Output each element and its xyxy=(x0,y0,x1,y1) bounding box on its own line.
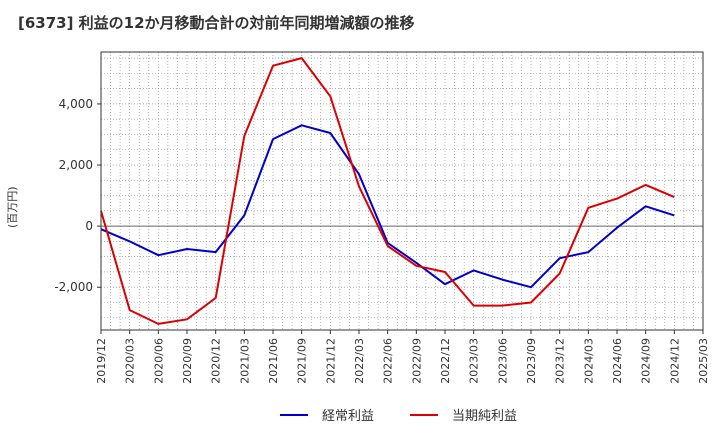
x-tick-label: 2020/03 xyxy=(124,338,137,384)
y-tick-label: 4,000 xyxy=(59,97,93,111)
grid xyxy=(101,52,703,330)
x-tick-label: 2022/09 xyxy=(410,338,423,384)
x-tick-label: 2023/03 xyxy=(468,338,481,384)
x-tick-label: 2023/12 xyxy=(554,338,567,384)
x-tick-label: 2023/09 xyxy=(525,338,538,384)
x-tick-label: 2021/09 xyxy=(296,338,309,384)
x-tick-label: 2023/06 xyxy=(496,338,509,384)
legend: 経常利益 当期純利益 xyxy=(280,409,517,424)
y-tick-label: 2,000 xyxy=(59,158,93,172)
y-tick-label: 0 xyxy=(85,219,93,233)
chart-title: [6373] 利益の12か月移動合計の対前年同期増減額の推移 xyxy=(18,14,415,32)
x-tick-label: 2020/09 xyxy=(181,338,194,384)
legend-label-2: 当期純利益 xyxy=(452,409,517,424)
axis-ticks: -2,000 0 2,000 4,000 2019/12 2020/03 2020/06 20… xyxy=(54,97,710,384)
x-tick-label: 2024/12 xyxy=(668,338,681,384)
series-line-1 xyxy=(100,124,675,289)
x-tick-label: 2021/06 xyxy=(267,338,280,384)
series-line-2 xyxy=(100,57,675,325)
x-tick-label: 2021/12 xyxy=(324,338,337,384)
legend-label-1: 経常利益 xyxy=(322,409,374,424)
x-tick-label: 2025/03 xyxy=(697,338,710,384)
x-tick-label: 2020/06 xyxy=(152,338,165,384)
x-tick-label: 2019/12 xyxy=(95,338,108,384)
x-tick-label: 2022/03 xyxy=(353,338,366,384)
x-tick-label: 2022/12 xyxy=(439,338,452,384)
y-tick-label: -2,000 xyxy=(54,280,93,294)
plot-frame xyxy=(100,51,704,331)
x-tick-label: 2022/06 xyxy=(382,338,395,384)
x-tick-label: 2024/06 xyxy=(611,338,624,384)
x-tick-label: 2024/09 xyxy=(640,338,653,384)
series-lines xyxy=(100,57,675,325)
x-tick-label: 2024/03 xyxy=(582,338,595,384)
x-tick-label: 2020/12 xyxy=(210,338,223,384)
x-tick-label: 2021/03 xyxy=(238,338,251,384)
